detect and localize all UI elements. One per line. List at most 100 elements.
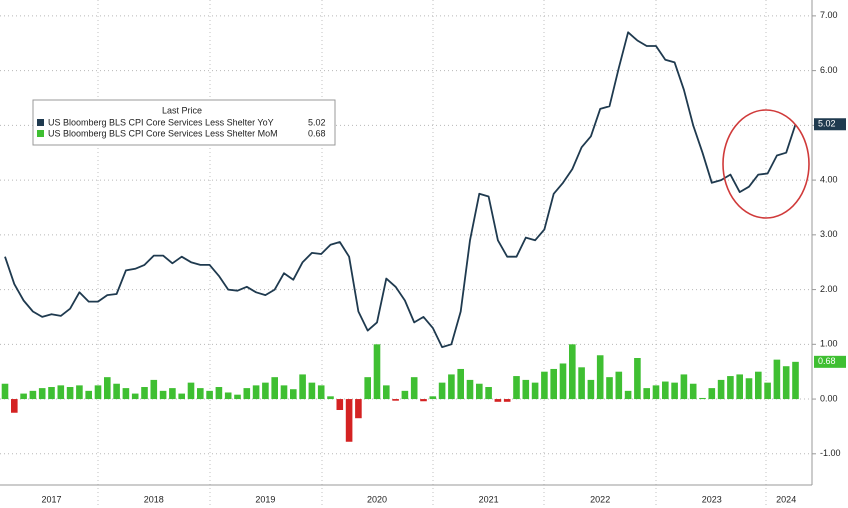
bar — [48, 387, 55, 400]
bar — [587, 379, 595, 400]
value-tag-label: 0.68 — [818, 356, 836, 366]
x-tick-label: 2017 — [41, 494, 61, 504]
bar — [252, 385, 260, 400]
bar — [224, 392, 232, 400]
bar — [159, 390, 167, 400]
y-tick-label: 4.00 — [820, 174, 838, 184]
bar — [308, 382, 316, 400]
bar — [29, 390, 37, 400]
bar — [141, 387, 148, 400]
x-tick-label: 2021 — [479, 494, 499, 504]
bar — [1, 383, 9, 400]
highlight-circle — [722, 109, 810, 219]
bar — [131, 393, 139, 400]
legend-swatch — [37, 119, 44, 126]
bar — [299, 374, 306, 400]
bar — [671, 382, 678, 400]
x-tick-label: 2019 — [255, 494, 275, 504]
bar — [643, 388, 650, 400]
bar — [513, 376, 520, 400]
bar — [745, 378, 753, 400]
bar — [150, 379, 158, 400]
y-tick-label: 7.00 — [820, 10, 838, 20]
y-tick-label: -1.00 — [820, 448, 841, 458]
bar — [401, 390, 409, 400]
y-tick-label: 0.00 — [820, 393, 838, 403]
y-tick-label: 3.00 — [820, 229, 838, 239]
bar — [410, 377, 418, 400]
bar — [615, 371, 623, 400]
bar — [280, 385, 288, 400]
x-tick-label: 2022 — [590, 494, 610, 504]
plot — [0, 15, 812, 455]
bar — [606, 377, 613, 400]
value-tag — [814, 118, 846, 131]
legend-title: Last Price — [162, 105, 202, 115]
bar — [317, 385, 325, 400]
bar — [57, 385, 65, 400]
bar — [494, 399, 502, 402]
x-tick-label: 2018 — [144, 494, 164, 504]
bar — [262, 382, 269, 400]
bar — [457, 368, 464, 400]
bar — [345, 399, 353, 442]
bar — [104, 377, 111, 400]
bar — [569, 344, 576, 400]
bar — [699, 397, 706, 400]
bar — [94, 385, 102, 400]
value-tag — [814, 355, 846, 368]
bar — [689, 383, 697, 400]
bar — [271, 377, 278, 400]
bar — [485, 387, 492, 400]
bar — [327, 396, 334, 400]
legend-label: US Bloomberg BLS CPI Core Services Less … — [48, 128, 278, 138]
bar — [782, 366, 790, 400]
bar — [736, 374, 743, 400]
line — [4, 31, 797, 348]
bar — [503, 399, 511, 402]
bar — [755, 371, 762, 400]
x-tick-label: 2023 — [702, 494, 722, 504]
legend-swatch — [37, 130, 44, 137]
bar — [38, 388, 46, 400]
bar — [169, 388, 176, 400]
bar — [559, 363, 567, 400]
bar — [243, 388, 251, 400]
bar — [364, 377, 371, 400]
bar — [476, 383, 483, 400]
bar — [178, 393, 185, 400]
bar — [550, 368, 557, 400]
bar — [197, 388, 204, 400]
bar — [634, 358, 641, 400]
bar — [662, 381, 669, 400]
bar — [448, 374, 455, 400]
y-tick-label: 1.00 — [820, 339, 838, 349]
bar — [429, 396, 437, 400]
bar — [438, 382, 446, 400]
bar — [20, 393, 27, 400]
bar — [85, 390, 92, 400]
bar — [466, 379, 474, 400]
bar — [624, 390, 632, 400]
bar — [522, 379, 530, 400]
legend-label: US Bloomberg BLS CPI Core Services Less … — [48, 117, 274, 127]
bar — [727, 376, 734, 400]
bar — [764, 382, 771, 400]
bar — [392, 399, 399, 401]
bar — [290, 389, 297, 400]
x-tick-label: 2020 — [367, 494, 387, 504]
bar — [215, 387, 223, 400]
bar — [578, 367, 585, 400]
bar — [336, 399, 344, 411]
bar — [420, 399, 427, 402]
bar — [531, 382, 539, 400]
bar — [11, 399, 18, 413]
value-tag-label: 5.02 — [818, 119, 836, 129]
legend-value: 5.02 — [308, 117, 326, 127]
bar — [680, 374, 688, 400]
bar — [206, 390, 213, 400]
bar — [122, 388, 130, 400]
legend-box — [32, 99, 336, 146]
